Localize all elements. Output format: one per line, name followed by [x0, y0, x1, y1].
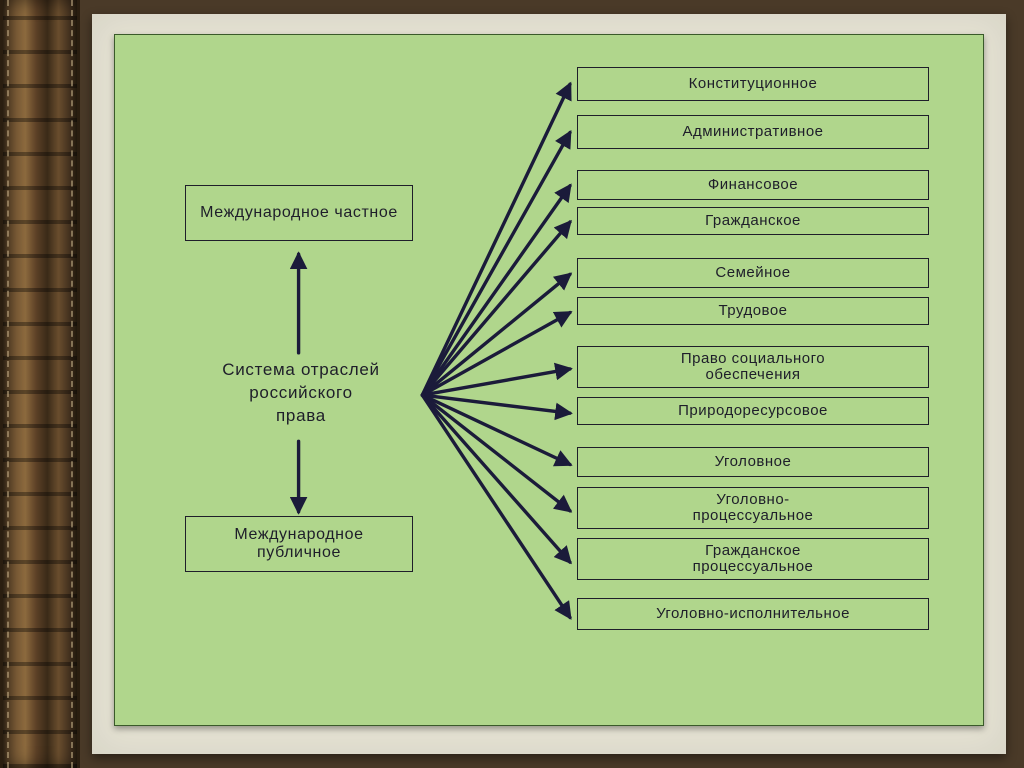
node-system-center: Система отраслей российского права: [195, 359, 407, 428]
node-intl-public: Международное публичное: [185, 516, 413, 572]
branch-civil-procedure: Гражданское процессуальное: [577, 538, 929, 580]
branch-constitutional: Конституционное: [577, 67, 929, 101]
branch-social-security: Право социального обеспечения: [577, 346, 929, 388]
branch-criminal: Уголовное: [577, 447, 929, 477]
paper-background: Международное частное Система отраслей р…: [92, 14, 1006, 754]
branch-natural-resources: Природоресурсовое: [577, 397, 929, 425]
branch-financial: Финансовое: [577, 170, 929, 200]
branch-criminal-procedure: Уголовно- процессуальное: [577, 487, 929, 529]
branch-administrative: Административное: [577, 115, 929, 149]
branch-penal-executive: Уголовно-исполнительное: [577, 598, 929, 630]
slide-frame: Международное частное Система отраслей р…: [114, 34, 984, 726]
branch-civil: Гражданское: [577, 207, 929, 235]
node-intl-private: Международное частное: [185, 185, 413, 241]
decorative-leather-strip: [0, 0, 80, 768]
page-root: Международное частное Система отраслей р…: [0, 0, 1024, 768]
branch-labor: Трудовое: [577, 297, 929, 325]
slide-canvas: Международное частное Система отраслей р…: [123, 43, 975, 717]
paper-wrap: Международное частное Система отраслей р…: [80, 0, 1024, 768]
branch-family: Семейное: [577, 258, 929, 288]
